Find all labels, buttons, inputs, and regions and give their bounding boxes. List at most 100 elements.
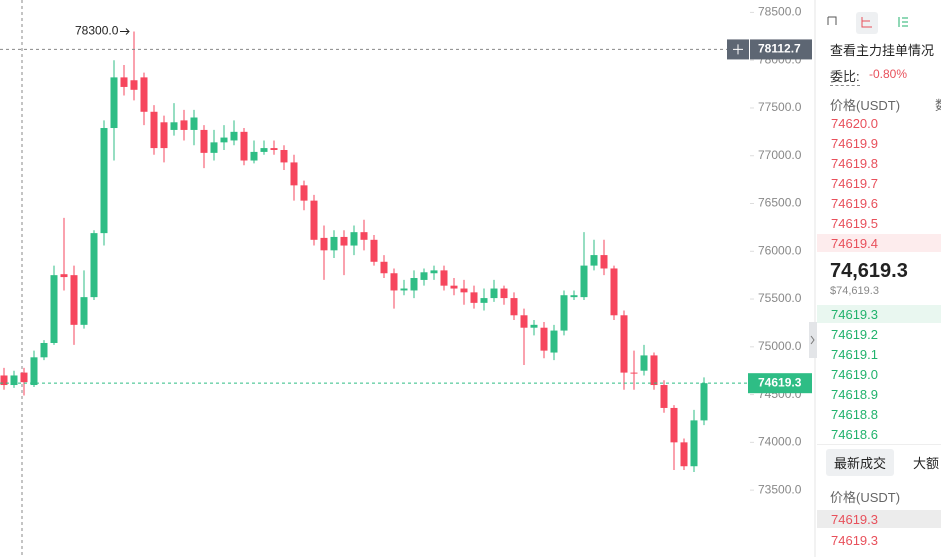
- separator: [817, 444, 941, 445]
- ask-price: 74619.5: [831, 216, 878, 231]
- tool-icon[interactable]: [898, 17, 908, 27]
- y-tick-label: 76000.0: [758, 243, 802, 257]
- candle-body: [120, 77, 128, 87]
- candle-body: [300, 185, 308, 201]
- y-tick-label: 77000.0: [758, 148, 802, 162]
- y-tick-label: 76500.0: [758, 196, 802, 210]
- bid-price: 74619.0: [831, 367, 878, 382]
- tab[interactable]: 大额: [913, 456, 940, 471]
- ask-price: 74619.6: [831, 196, 878, 211]
- high-arrow: [120, 28, 130, 35]
- tab-active[interactable]: 最新成交: [826, 449, 895, 476]
- crosshair-box: [750, 39, 812, 60]
- candle-body: [480, 298, 488, 303]
- candle-body: [60, 274, 68, 278]
- candle-body: [670, 407, 678, 443]
- trade-header: 价格(USDT): [830, 490, 901, 505]
- candle-body: [200, 129, 208, 153]
- bid-price: 74619.3: [831, 307, 878, 322]
- trade-price: 74619.3: [831, 533, 878, 548]
- last-price-box: [748, 373, 812, 394]
- ask-price: 74619.7: [831, 176, 878, 191]
- crosshair-plus: [733, 44, 743, 55]
- crosshair-label: 78112.7: [758, 42, 801, 56]
- candle-body: [540, 327, 548, 351]
- bid-highlight: [817, 305, 941, 323]
- candle-body: [630, 372, 638, 374]
- candle-body: [580, 265, 588, 298]
- tool-icon[interactable]: [827, 16, 837, 25]
- candle-body: [330, 236, 338, 251]
- ask-price: 74619.9: [831, 136, 878, 151]
- candle-body: [600, 255, 608, 269]
- trade-price: 74619.3: [831, 512, 878, 527]
- candle-body: [390, 273, 398, 291]
- candle-body: [110, 77, 118, 129]
- candle-body: [590, 255, 598, 266]
- candle-body: [20, 372, 28, 383]
- candle-body: [510, 298, 518, 316]
- candle-body: [700, 383, 708, 421]
- collapse-icon: [810, 335, 815, 345]
- candle-body: [130, 80, 138, 90]
- candle-body: [50, 275, 58, 343]
- candle-body: [550, 330, 558, 353]
- ask-highlight: [817, 234, 941, 252]
- trade-highlight: [817, 510, 941, 528]
- candle-body: [620, 315, 628, 373]
- candle-body: [430, 270, 438, 274]
- y-tick-label: 78500.0: [758, 5, 802, 19]
- tool-icon[interactable]: [861, 17, 872, 28]
- candle-body: [140, 77, 148, 112]
- mid-price: 74,619.3: [830, 260, 908, 282]
- book-title[interactable]: 查看主力挂单情况: [830, 43, 935, 58]
- collapse-handle[interactable]: [809, 322, 817, 358]
- candle-body: [320, 237, 328, 251]
- candle-body: [500, 288, 508, 299]
- candle-body: [640, 355, 648, 371]
- candle-body: [420, 272, 428, 280]
- ask-price: 74619.4: [831, 236, 878, 251]
- ask-price: 74619.8: [831, 156, 878, 171]
- candle-body: [210, 142, 218, 153]
- candle-body: [150, 111, 158, 149]
- candle-body: [290, 162, 298, 186]
- bid-price: 74619.2: [831, 327, 878, 342]
- candle-body: [520, 315, 528, 328]
- candle-body: [570, 295, 578, 298]
- chart: 73500.074000.074500.075000.075500.076000…: [0, 0, 817, 557]
- candle-body: [610, 268, 618, 316]
- tool-active[interactable]: [856, 12, 878, 34]
- candle-body: [100, 128, 108, 234]
- candle-body: [160, 122, 168, 149]
- y-tick-label: 73500.0: [758, 482, 802, 496]
- bid-price: 74619.1: [831, 347, 878, 362]
- candle-body: [400, 288, 408, 291]
- bid-price: 74618.6: [831, 427, 878, 442]
- candle-body: [70, 275, 78, 325]
- candle-body: [690, 420, 698, 467]
- candle-body: [530, 324, 538, 328]
- mid-usd: $74,619.3: [830, 285, 879, 297]
- last-price-label: 74619.3: [758, 375, 802, 389]
- candle-body: [40, 342, 48, 358]
- col-header: 价格(USDT): [830, 98, 901, 113]
- y-tick-label: 74000.0: [758, 435, 802, 449]
- candle-body: [660, 385, 668, 408]
- candle-body: [410, 278, 418, 291]
- candle-body: [650, 355, 658, 386]
- y-tick-label: 75000.0: [758, 339, 802, 353]
- candle-body: [230, 131, 238, 141]
- candle-body: [260, 148, 268, 152]
- toolbar: [827, 12, 908, 34]
- candle-body: [250, 151, 258, 161]
- candle-body: [0, 375, 8, 386]
- candle-body: [310, 200, 318, 240]
- candle-body: [560, 295, 568, 331]
- candle-body: [460, 288, 468, 293]
- candle-body: [370, 239, 378, 262]
- y-tick-label: 77500.0: [758, 100, 802, 114]
- candle-body: [340, 236, 348, 246]
- candle-body: [170, 122, 178, 130]
